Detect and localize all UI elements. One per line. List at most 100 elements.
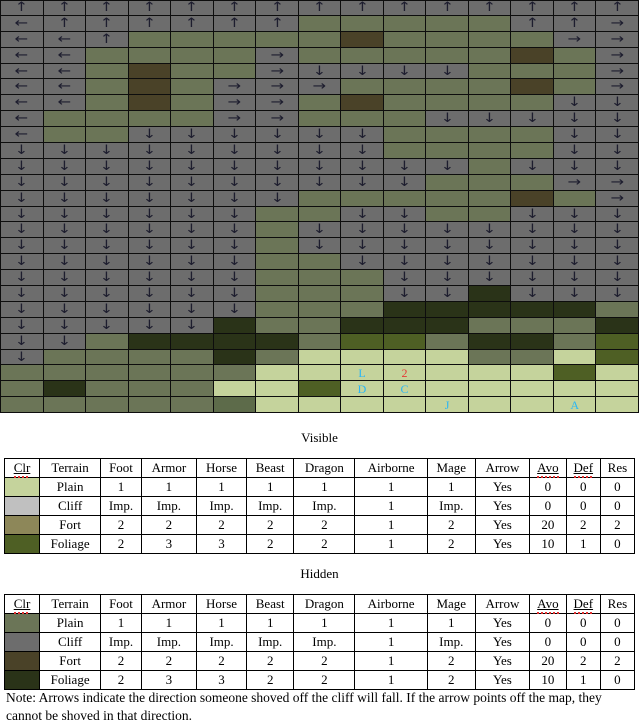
map-cell-cliff[interactable]: ↑	[596, 0, 639, 16]
map-cell-plain[interactable]	[213, 47, 257, 64]
map-cell-plain[interactable]	[341, 270, 384, 287]
map-cell-foliage[interactable]	[256, 333, 299, 350]
map-cell-cliff[interactable]: ↑	[86, 15, 129, 32]
map-cell-plain[interactable]	[468, 158, 512, 175]
map-cell-plain[interactable]	[298, 31, 342, 48]
map-cell-visible_plain[interactable]	[511, 397, 554, 414]
map-cell-visible_plain[interactable]: L	[341, 365, 384, 382]
map-cell-cliff[interactable]: ↓	[383, 270, 427, 287]
map-cell-fort[interactable]	[511, 190, 554, 207]
map-cell-cliff[interactable]: ↓	[553, 111, 597, 128]
map-cell-cliff[interactable]: ↑	[553, 15, 597, 32]
map-cell-plain[interactable]	[171, 397, 214, 414]
map-cell-cliff[interactable]: ↓	[0, 349, 44, 366]
map-cell-cliff[interactable]: ↓	[341, 238, 384, 255]
map-cell-cliff[interactable]: ↓	[298, 143, 342, 159]
map-cell-cliff[interactable]: ↓	[213, 286, 257, 302]
map-cell-plain[interactable]	[511, 143, 554, 159]
map-cell-plain[interactable]	[171, 47, 214, 64]
map-cell-cliff[interactable]: ↓	[43, 190, 87, 207]
map-cell-cliff[interactable]: ↓	[341, 63, 384, 80]
map-cell-visible_plain[interactable]	[553, 381, 597, 398]
map-cell-plain[interactable]	[383, 15, 427, 32]
map-cell-cliff[interactable]: →	[596, 31, 639, 48]
map-cell-cliff[interactable]: ↓	[341, 254, 384, 271]
map-cell-cliff[interactable]: ↑	[86, 0, 129, 16]
map-cell-fort[interactable]	[511, 47, 554, 64]
map-cell-cliff[interactable]: ↓	[128, 143, 172, 159]
map-cell-cliff[interactable]: ↑	[213, 15, 257, 32]
map-cell-visible_plain[interactable]	[468, 381, 512, 398]
map-cell-visible_plain[interactable]	[383, 349, 427, 366]
map-cell-cliff[interactable]: ↓	[43, 301, 87, 318]
map-cell-visible_plain[interactable]	[341, 349, 384, 366]
map-cell-cliff[interactable]: ↓	[383, 286, 427, 302]
map-cell-cliff[interactable]: ↓	[213, 238, 257, 255]
map-cell-cliff[interactable]: ↓	[0, 286, 44, 302]
map-cell-cliff[interactable]: →	[596, 47, 639, 64]
map-cell-plain[interactable]	[341, 79, 384, 96]
map-cell-cliff[interactable]: ↓	[298, 158, 342, 175]
map-cell-cliff[interactable]: →	[256, 63, 299, 80]
map-cell-cliff[interactable]: ↑	[256, 0, 299, 16]
map-cell-visible_plain[interactable]	[256, 397, 299, 414]
map-cell-cliff[interactable]: ↓	[553, 95, 597, 112]
map-cell-visible_plain[interactable]	[468, 365, 512, 382]
map-cell-plain[interactable]	[256, 286, 299, 302]
map-cell-visible_plain[interactable]	[298, 365, 342, 382]
map-cell-plain[interactable]	[0, 397, 44, 414]
map-cell-cliff[interactable]: ↑	[128, 15, 172, 32]
map-cell-cliff[interactable]: ↓	[256, 158, 299, 175]
map-cell-plain[interactable]	[128, 349, 172, 366]
map-cell-cliff[interactable]: ↓	[43, 317, 87, 334]
map-cell-cliff[interactable]: ↓	[43, 222, 87, 239]
map-cell-plain[interactable]	[86, 47, 129, 64]
map-cell-cliff[interactable]: ↓	[86, 206, 129, 223]
map-cell-cliff[interactable]: →	[213, 111, 257, 128]
map-cell-cliff[interactable]: ←	[43, 79, 87, 96]
map-cell-plain[interactable]	[86, 111, 129, 128]
map-cell-plain[interactable]	[256, 31, 299, 48]
map-cell-plain[interactable]	[298, 286, 342, 302]
map-cell-plain[interactable]	[171, 111, 214, 128]
map-cell-plain[interactable]	[468, 349, 512, 366]
map-cell-cliff[interactable]: ↓	[128, 301, 172, 318]
map-cell-plain[interactable]	[426, 47, 469, 64]
map-cell-cliff[interactable]: ↑	[468, 0, 512, 16]
map-cell-visible_plain[interactable]	[298, 397, 342, 414]
map-cell-cliff[interactable]: ↓	[468, 270, 512, 287]
unit-marker[interactable]: J	[444, 397, 450, 412]
map-cell-cliff[interactable]: ↓	[43, 174, 87, 191]
unit-marker[interactable]: C	[400, 381, 409, 396]
map-cell-cliff[interactable]: ↓	[596, 206, 639, 223]
map-cell-plain[interactable]	[86, 349, 129, 366]
map-cell-plain[interactable]	[298, 317, 342, 334]
map-cell-visible_foliage[interactable]	[553, 365, 597, 382]
map-cell-cliff[interactable]: ↓	[426, 238, 469, 255]
map-cell-fort[interactable]	[128, 95, 172, 112]
map-cell-cliff[interactable]: ↑	[171, 15, 214, 32]
map-cell-cliff[interactable]: ↓	[213, 158, 257, 175]
map-cell-cliff[interactable]: ↓	[426, 158, 469, 175]
map-cell-fort[interactable]	[128, 79, 172, 96]
map-cell-plain[interactable]	[426, 143, 469, 159]
map-cell-cliff[interactable]: ↓	[171, 238, 214, 255]
map-cell-cliff[interactable]: ↓	[553, 286, 597, 302]
map-cell-cliff[interactable]: ↓	[553, 238, 597, 255]
map-cell-cliff[interactable]: ↓	[596, 158, 639, 175]
map-cell-cliff[interactable]: ↓	[596, 127, 639, 144]
map-cell-cliff[interactable]: ↓	[0, 190, 44, 207]
map-cell-cliff[interactable]: ↓	[298, 222, 342, 239]
map-cell-cliff[interactable]: ↓	[128, 317, 172, 334]
map-cell-visible_plain[interactable]	[426, 349, 469, 366]
map-cell-cliff[interactable]: ↓	[86, 270, 129, 287]
map-cell-plain[interactable]	[86, 365, 129, 382]
map-cell-visible_foliage[interactable]	[596, 349, 639, 366]
map-cell-cliff[interactable]: ↓	[0, 222, 44, 239]
map-cell-plain[interactable]	[468, 317, 512, 334]
map-cell-cliff[interactable]: ↓	[213, 174, 257, 191]
map-cell-cliff[interactable]: ↓	[383, 206, 427, 223]
map-cell-cliff[interactable]: ↓	[596, 286, 639, 302]
map-cell-cliff[interactable]: ←	[0, 47, 44, 64]
map-cell-plain[interactable]	[256, 349, 299, 366]
